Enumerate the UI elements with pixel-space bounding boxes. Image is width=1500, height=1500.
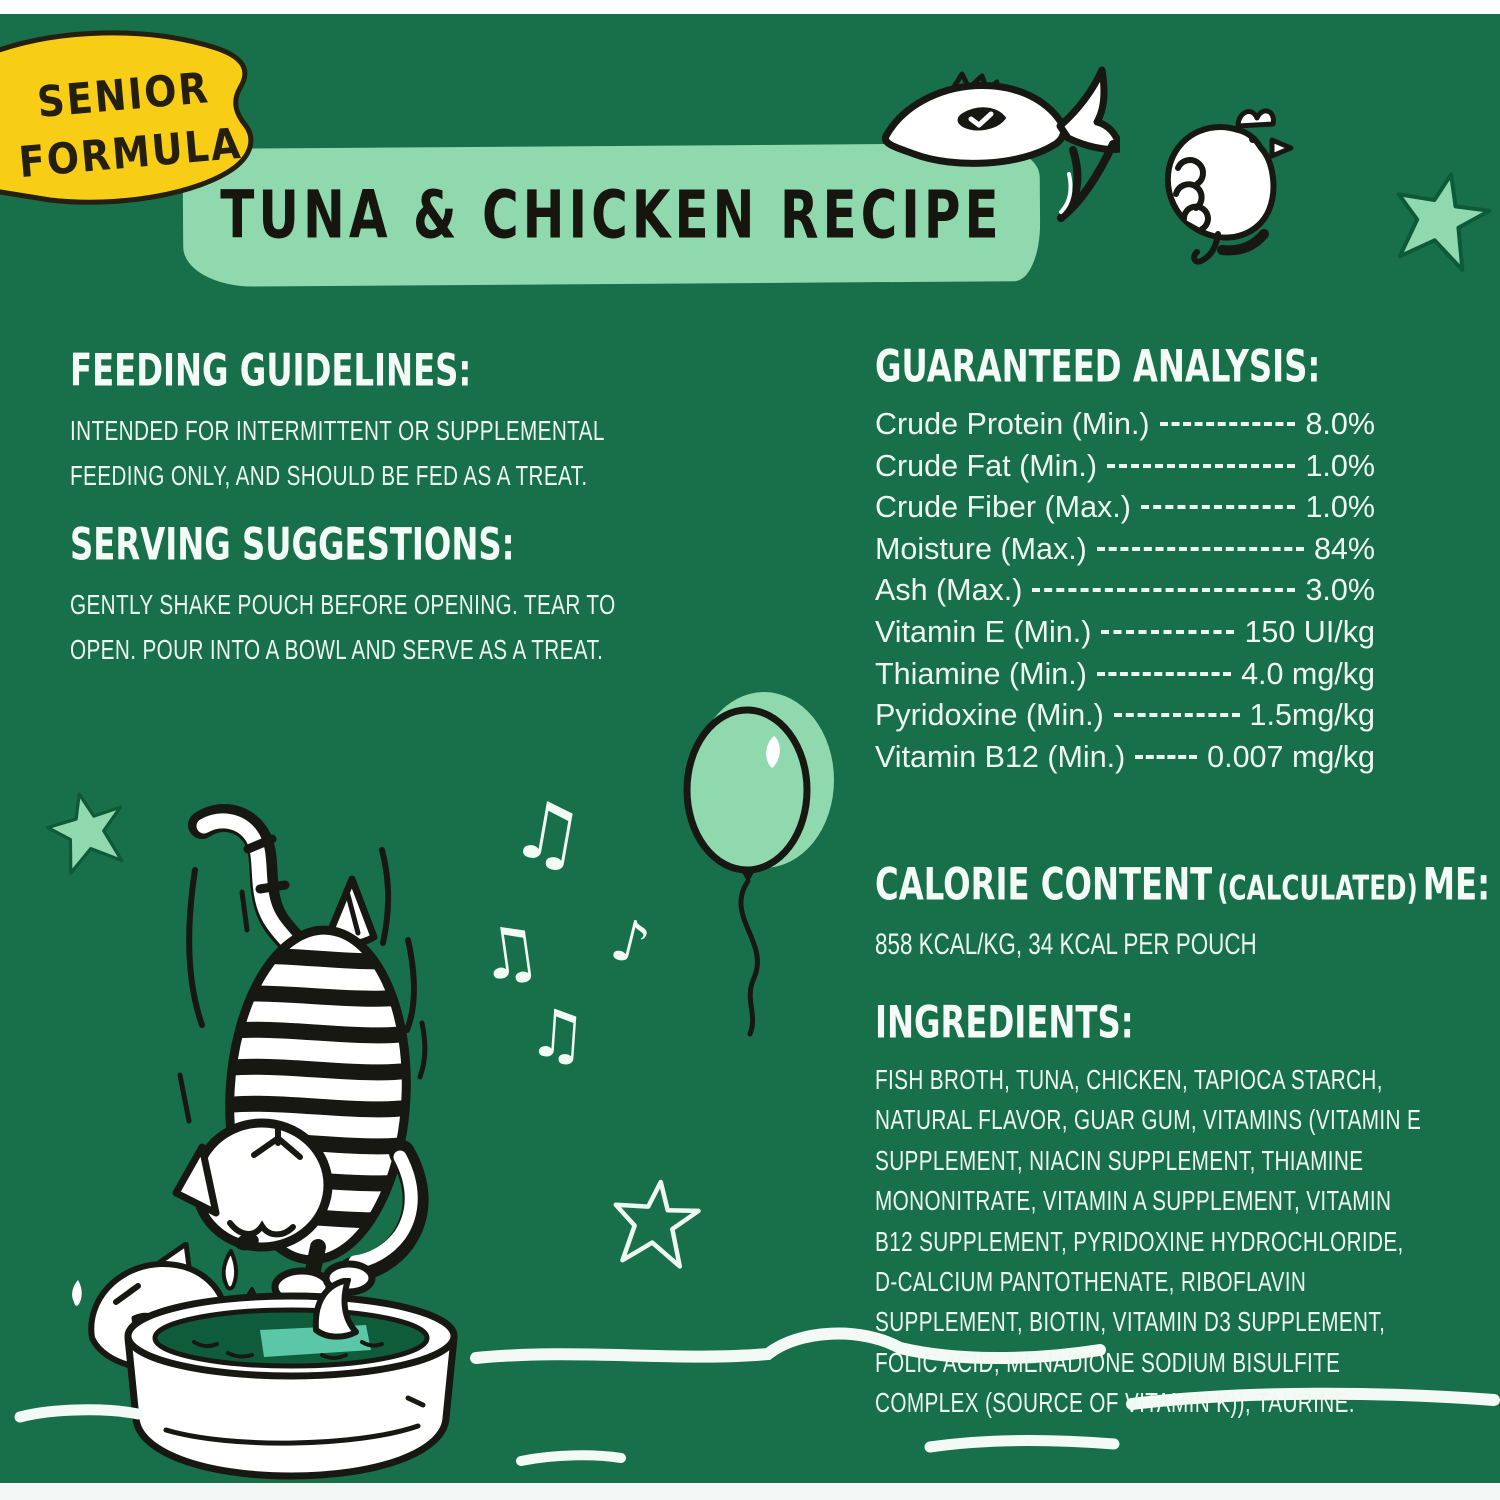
shark-fin bbox=[312, 1278, 359, 1340]
feeding-guidelines-section: FEEDING GUIDELINES: INTENDED FOR INTERMI… bbox=[70, 344, 793, 498]
ingredients-text: FISH BROTH, TUNA, CHICKEN, TAPIOCA STARC… bbox=[875, 1060, 1500, 1424]
chicken-icon bbox=[1165, 108, 1294, 265]
serving-suggestions-line: GENTLY SHAKE POUCH BEFORE OPENING. TEAR … bbox=[70, 589, 616, 620]
recipe-title: TUNA & CHICKEN RECIPE bbox=[220, 176, 1003, 254]
feeding-guidelines-line: INTENDED FOR INTERMITTENT OR SUPPLEMENTA… bbox=[70, 415, 605, 446]
feeding-guidelines-heading: FEEDING GUIDELINES: bbox=[70, 344, 472, 396]
analysis-value: 84% bbox=[1313, 531, 1375, 566]
analysis-row: Vitamin E (Min.) 150 UI/kg bbox=[875, 612, 1375, 654]
ingredients-line: FOLIC ACID, MENADIONE SODIUM BISULFITE bbox=[875, 1346, 1341, 1378]
guaranteed-analysis-section: GUARANTEED ANALYSIS: Crude Protein (Min.… bbox=[875, 340, 1399, 778]
feeding-guidelines-text: INTENDED FOR INTERMITTENT OR SUPPLEMENTA… bbox=[70, 408, 793, 498]
feeding-guidelines-line: FEEDING ONLY, AND SHOULD BE FED AS A TRE… bbox=[70, 460, 588, 491]
star-icon bbox=[1396, 172, 1492, 272]
ingredients-line: D-CALCIUM PANTOTHENATE, RIBOFLAVIN bbox=[875, 1266, 1307, 1298]
analysis-value: 0.007 mg/kg bbox=[1207, 739, 1375, 774]
analysis-label: Thiamine (Min.) bbox=[875, 656, 1087, 691]
calorie-heading-me: ME: bbox=[1422, 858, 1490, 910]
ingredients-line: SUPPLEMENT, NIACIN SUPPLEMENT, THIAMINE bbox=[875, 1144, 1364, 1176]
ingredients-line: COMPLEX (SOURCE OF VITAMIN K)), TAURINE. bbox=[875, 1387, 1355, 1419]
analysis-label: Vitamin E (Min.) bbox=[875, 614, 1092, 649]
analysis-row: Thiamine (Min.) 4.0 mg/kg bbox=[875, 654, 1375, 696]
ingredients-line: NATURAL FLAVOR, GUAR GUM, VITAMINS (VITA… bbox=[875, 1104, 1422, 1136]
water-tub-illustration bbox=[124, 1278, 458, 1480]
serving-suggestions-text: GENTLY SHAKE POUCH BEFORE OPENING. TEAR … bbox=[70, 582, 807, 672]
wave-line bbox=[924, 1435, 1120, 1453]
analysis-label: Vitamin B12 (Min.) bbox=[875, 739, 1126, 774]
ingredients-heading: INGREDIENTS: bbox=[875, 996, 1134, 1048]
analysis-value: 150 UI/kg bbox=[1244, 614, 1375, 649]
analysis-value: 1.0% bbox=[1305, 448, 1375, 483]
analysis-label: Crude Fat (Min.) bbox=[875, 448, 1098, 483]
serving-suggestions-section: SERVING SUGGESTIONS: GENTLY SHAKE POUCH … bbox=[70, 518, 807, 672]
wave-line bbox=[470, 1327, 1106, 1365]
bottom-white-strip bbox=[0, 1483, 1500, 1500]
calorie-content-section: CALORIE CONTENT (CALCULATED) ME: 858 KCAL/… bbox=[875, 858, 1500, 962]
calorie-content-heading: CALORIE CONTENT (CALCULATED) ME: bbox=[875, 858, 1490, 910]
striped-cat-illustration bbox=[172, 804, 429, 1307]
analysis-label: Pyridoxine (Min.) bbox=[875, 698, 1104, 733]
analysis-row: Crude Protein (Min.) 8.0% bbox=[875, 404, 1375, 446]
music-note-icon: ♫ bbox=[525, 994, 590, 1075]
star-outline-icon bbox=[613, 1179, 701, 1269]
music-note-icon: ♫ bbox=[472, 908, 547, 998]
calorie-content-value: 858 KCAL/KG, 34 KCAL PER POUCH bbox=[875, 928, 1257, 961]
analysis-value: 1.0% bbox=[1305, 490, 1375, 525]
ingredients-line: MONONITRATE, VITAMIN A SUPPLEMENT, VITAM… bbox=[875, 1185, 1392, 1217]
ingredients-section: INGREDIENTS: FISH BROTH, TUNA, CHICKEN, … bbox=[875, 996, 1500, 1424]
analysis-row: Vitamin B12 (Min.) 0.007 mg/kg bbox=[875, 737, 1375, 779]
wave-dash bbox=[14, 1404, 144, 1423]
ingredients-line: FISH BROTH, TUNA, CHICKEN, TAPIOCA STARC… bbox=[875, 1064, 1383, 1095]
analysis-value: 3.0% bbox=[1305, 573, 1375, 608]
tuna-fish-icon bbox=[881, 66, 1120, 222]
star-icon bbox=[46, 792, 124, 875]
analysis-value: 8.0% bbox=[1305, 407, 1375, 441]
wave-line bbox=[1126, 1387, 1500, 1410]
analysis-row: Crude Fat (Min.) 1.0% bbox=[875, 446, 1375, 488]
serving-suggestions-line: OPEN. POUR INTO A BOWL AND SERVE AS A TR… bbox=[70, 634, 604, 665]
senior-formula-badge bbox=[0, 30, 254, 205]
analysis-row: Crude Fiber (Max.) 1.0% bbox=[875, 487, 1375, 529]
wave-dash bbox=[516, 1450, 626, 1466]
analysis-label: Crude Fiber (Max.) bbox=[875, 490, 1131, 525]
analysis-label: Ash (Max.) bbox=[875, 573, 1023, 608]
ingredients-line: B12 SUPPLEMENT, PYRIDOXINE HYDROCHLORIDE… bbox=[875, 1225, 1404, 1257]
analysis-value: 4.0 mg/kg bbox=[1241, 656, 1375, 691]
analysis-row: Pyridoxine (Min.) 1.5mg/kg bbox=[875, 695, 1375, 737]
analysis-row: Moisture (Max.) 84% bbox=[875, 529, 1375, 571]
analysis-row: Ash (Max.) 3.0% bbox=[875, 570, 1375, 612]
guaranteed-analysis-table: Crude Protein (Min.) 8.0% Crude Fat (Min… bbox=[875, 404, 1375, 778]
analysis-label: Crude Protein (Min.) bbox=[875, 407, 1150, 441]
calorie-heading-main: CALORIE CONTENT bbox=[875, 858, 1213, 910]
ingredients-line: SUPPLEMENT, BIOTIN, VITAMIN D3 SUPPLEMEN… bbox=[875, 1306, 1386, 1338]
serving-suggestions-heading: SERVING SUGGESTIONS: bbox=[70, 518, 515, 570]
analysis-label: Moisture (Max.) bbox=[875, 531, 1087, 566]
guaranteed-analysis-heading: GUARANTEED ANALYSIS: bbox=[875, 340, 1321, 392]
balloon-icon bbox=[683, 692, 834, 1037]
calorie-heading-note: (CALCULATED) bbox=[1217, 867, 1418, 908]
analysis-value: 1.5mg/kg bbox=[1249, 698, 1375, 733]
